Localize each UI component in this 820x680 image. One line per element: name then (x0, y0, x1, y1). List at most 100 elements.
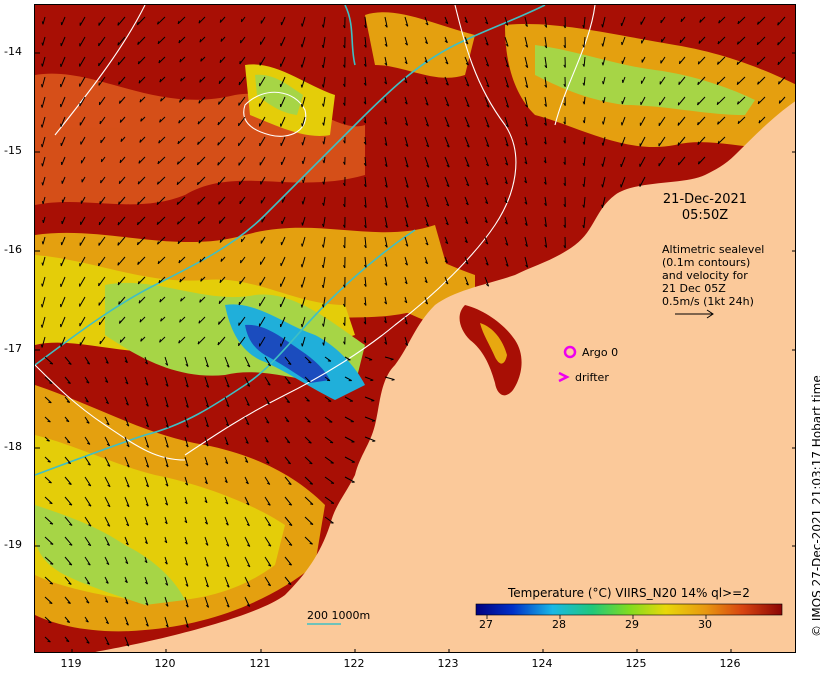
velocity-arrow (620, 176, 626, 188)
velocity-arrow-head (384, 164, 388, 168)
velocity-arrow (197, 136, 206, 145)
velocity-arrow (301, 56, 306, 68)
velocity-arrow-head (321, 44, 324, 48)
velocity-arrow (138, 76, 146, 84)
velocity-arrow (641, 36, 646, 44)
velocity-arrow-head (322, 103, 324, 107)
velocity-arrow (184, 556, 189, 566)
velocity-arrow-head (426, 144, 430, 148)
velocity-arrow (79, 256, 86, 267)
velocity-arrow (364, 316, 367, 325)
velocity-arrow (244, 496, 250, 506)
velocity-arrow-head (205, 605, 209, 608)
velocity-arrow (777, 56, 786, 66)
velocity-arrow (120, 136, 126, 143)
velocity-arrow (184, 396, 189, 408)
velocity-arrow (259, 156, 266, 166)
velocity-arrow (144, 476, 149, 488)
velocity-arrow (164, 376, 169, 387)
velocity-arrow-head (217, 121, 220, 126)
velocity-arrow-head (158, 279, 161, 284)
velocity-arrow-head (178, 340, 181, 344)
velocity-arrow (60, 36, 66, 47)
velocity-arrow-head (322, 181, 325, 185)
velocity-arrow (301, 36, 306, 48)
velocity-arrow (259, 136, 266, 147)
velocity-arrow-head (159, 339, 161, 343)
velocity-arrow-head (145, 503, 149, 507)
velocity-arrow (504, 156, 509, 166)
velocity-arrow (224, 576, 230, 588)
velocity-arrow-head (246, 502, 250, 506)
velocity-arrow-head (343, 121, 346, 125)
velocity-arrow-head (321, 264, 324, 268)
velocity-arrow-head (225, 423, 229, 427)
velocity-arrow-head (197, 220, 200, 225)
velocity-arrow-head (118, 320, 121, 324)
velocity-arrow (504, 96, 509, 108)
velocity-arrow (544, 36, 548, 48)
velocity-arrow (104, 396, 109, 404)
velocity-arrow (84, 476, 92, 487)
velocity-arrow (117, 36, 126, 46)
velocity-arrow (364, 376, 374, 381)
velocity-arrow (583, 156, 586, 166)
velocity-arrow (179, 316, 186, 323)
colorbar-title: Temperature (°C) VIIRS_N20 14% ql>=2 (508, 586, 750, 600)
velocity-arrow (61, 16, 66, 26)
velocity-arrow-head (146, 464, 149, 468)
velocity-arrow-head (41, 283, 43, 287)
velocity-arrow (176, 196, 186, 205)
velocity-arrow-head (563, 25, 566, 29)
credit-text: © IMOS 27-Dec-2021 21:03:17 Hobart time (810, 375, 820, 637)
velocity-arrow-head (217, 181, 220, 186)
velocity-arrow (344, 476, 355, 483)
velocity-arrow (304, 416, 311, 423)
velocity-arrow (42, 176, 46, 186)
velocity-arrow-head (300, 44, 303, 48)
velocity-arrow (524, 76, 529, 88)
velocity-arrow-head (717, 140, 720, 144)
velocity-arrow-head (126, 643, 130, 647)
velocity-arrow (697, 96, 706, 106)
velocity-arrow-head (404, 262, 408, 266)
velocity-arrow-head (404, 300, 408, 304)
velocity-arrow-head (117, 22, 119, 26)
velocity-arrow (84, 456, 91, 466)
velocity-arrow-head (177, 140, 180, 145)
velocity-arrow (697, 56, 706, 65)
velocity-arrow (424, 136, 430, 148)
velocity-arrow-head (50, 543, 54, 545)
velocity-arrow (104, 436, 111, 447)
velocity-arrow (79, 316, 86, 327)
velocity-arrow-head (47, 640, 51, 643)
velocity-arrow (137, 236, 146, 246)
velocity-arrow-head (405, 224, 409, 228)
velocity-arrow-head (525, 264, 528, 268)
velocity-arrow-head (165, 425, 169, 428)
velocity-arrow-head (199, 259, 202, 263)
velocity-arrow-head (445, 61, 449, 65)
velocity-arrow-head (42, 219, 44, 224)
velocity-arrow (64, 516, 73, 526)
velocity-arrow-head (117, 281, 120, 286)
velocity-arrow-head (185, 482, 188, 486)
velocity-arrow (104, 636, 110, 646)
velocity-arrow-head (342, 303, 346, 307)
velocity-arrow-head (485, 63, 489, 67)
velocity-arrow-head (404, 101, 408, 105)
velocity-arrow (602, 176, 606, 188)
velocity-arrow (260, 16, 266, 24)
velocity-arrow (44, 376, 53, 384)
velocity-arrow-head (40, 344, 43, 348)
legend-line: and velocity for (662, 269, 748, 282)
velocity-arrow-head (582, 183, 585, 187)
velocity-arrow (464, 76, 470, 87)
velocity-arrow-head (176, 161, 179, 165)
velocity-arrow (444, 236, 449, 244)
velocity-arrow-head (736, 81, 739, 85)
velocity-arrow-head (41, 144, 43, 148)
velocity-arrow (204, 536, 209, 546)
velocity-arrow (284, 476, 292, 485)
velocity-arrow (137, 256, 146, 265)
